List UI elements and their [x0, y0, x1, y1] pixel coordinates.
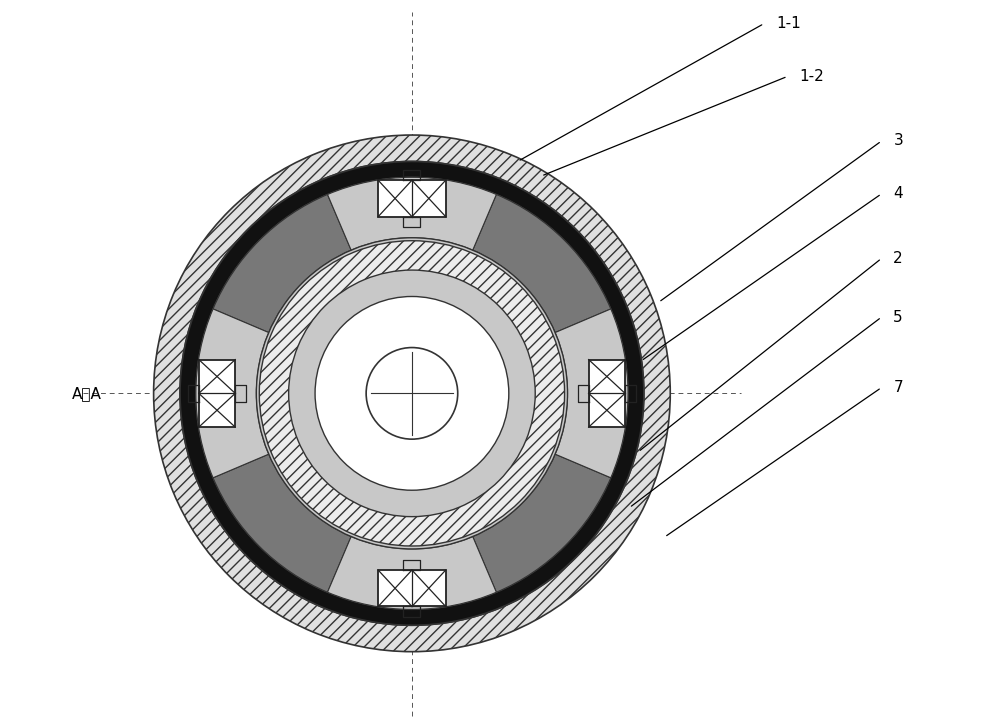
Circle shape	[196, 178, 628, 609]
Bar	[589, 360, 625, 427]
Wedge shape	[328, 537, 496, 609]
Wedge shape	[213, 454, 351, 593]
Text: 3: 3	[893, 133, 903, 149]
Circle shape	[180, 162, 644, 625]
Text: 1-2: 1-2	[799, 69, 824, 84]
Circle shape	[196, 178, 628, 609]
Wedge shape	[259, 241, 565, 546]
Bar	[199, 360, 235, 427]
Wedge shape	[213, 194, 351, 333]
Wedge shape	[328, 178, 496, 250]
Wedge shape	[196, 309, 269, 478]
Bar	[378, 181, 446, 217]
Wedge shape	[555, 309, 628, 478]
Text: 5: 5	[893, 309, 903, 325]
Text: A－A: A－A	[71, 386, 101, 401]
Text: 1-1: 1-1	[776, 16, 801, 31]
Circle shape	[256, 238, 568, 549]
Bar	[378, 570, 446, 606]
Text: 2: 2	[893, 251, 903, 266]
Circle shape	[315, 296, 509, 490]
Wedge shape	[154, 135, 670, 652]
Text: 7: 7	[893, 380, 903, 395]
Wedge shape	[473, 194, 611, 333]
Wedge shape	[473, 454, 611, 593]
Circle shape	[366, 347, 458, 439]
Text: 4: 4	[893, 186, 903, 201]
